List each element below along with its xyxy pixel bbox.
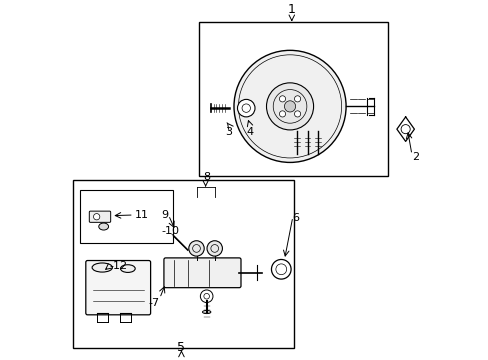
FancyBboxPatch shape [89,211,110,222]
Ellipse shape [202,310,210,314]
Text: 11: 11 [134,210,148,220]
Bar [80,190,172,243]
FancyBboxPatch shape [163,258,241,288]
Text: -7: -7 [148,298,160,307]
Circle shape [266,83,313,130]
Text: 1: 1 [287,3,295,16]
Circle shape [279,111,285,117]
Circle shape [294,96,300,102]
Text: 2: 2 [411,152,418,162]
Text: -10: -10 [161,226,179,236]
Circle shape [188,241,204,256]
Circle shape [237,99,254,117]
Ellipse shape [92,263,112,272]
Text: 3: 3 [225,127,232,137]
Text: 9: 9 [161,210,168,220]
Circle shape [294,111,300,117]
Circle shape [271,260,290,279]
Circle shape [284,101,295,112]
Circle shape [200,290,213,302]
Circle shape [93,213,100,220]
Ellipse shape [99,223,108,230]
Circle shape [279,96,285,102]
Text: 6: 6 [291,213,298,223]
FancyBboxPatch shape [85,261,150,315]
Bar [73,180,293,348]
Circle shape [206,241,222,256]
Text: 5: 5 [177,341,185,354]
Text: -12: -12 [109,261,127,271]
Ellipse shape [120,265,135,273]
Circle shape [234,50,346,162]
Text: 8: 8 [203,172,210,182]
Bar [199,22,387,176]
Text: 4: 4 [245,127,253,137]
